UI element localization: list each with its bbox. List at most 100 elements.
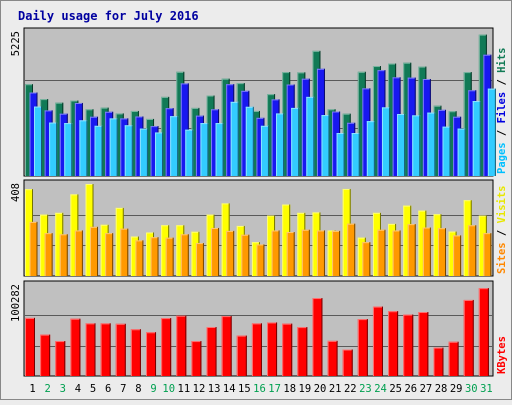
legend-part: Files — [496, 92, 508, 124]
bar-body — [40, 99, 49, 176]
bar-body — [267, 322, 278, 376]
bar-body — [418, 312, 429, 376]
bar-body — [286, 84, 295, 176]
bar-pages-1 — [34, 106, 42, 176]
bar-body — [407, 224, 416, 276]
bar-body — [418, 66, 427, 176]
bar-body — [85, 109, 94, 176]
bar-body — [342, 349, 353, 376]
bar-sites-9 — [150, 237, 159, 276]
bar-pages-31 — [487, 88, 496, 176]
bar-body — [468, 90, 477, 176]
bar-body — [146, 332, 157, 376]
bar-pages-26 — [412, 115, 421, 176]
bar-kbytes-2 — [40, 334, 51, 376]
bar-kbytes-23 — [357, 319, 368, 376]
bar-body — [478, 34, 487, 177]
bar-sites-22 — [347, 223, 356, 276]
bar-body — [427, 112, 436, 176]
bar-kbytes-20 — [312, 298, 323, 376]
bar-body — [230, 101, 239, 176]
bar-body — [120, 118, 129, 176]
bar-kbytes-10 — [161, 318, 172, 376]
bar-body — [191, 231, 200, 276]
bar-sites-6 — [105, 233, 114, 276]
bar-body — [221, 78, 230, 176]
bar-kbytes-9 — [146, 332, 157, 376]
bar-body — [191, 341, 202, 376]
bar-pages-22 — [351, 133, 360, 176]
day-label-19: 19 — [299, 383, 312, 395]
bar-body — [115, 323, 126, 376]
bar-pages-15 — [245, 106, 254, 176]
bar-body — [70, 318, 81, 376]
bar-body — [316, 68, 325, 176]
day-label-13: 13 — [208, 383, 221, 395]
bar-kbytes-7 — [115, 323, 126, 376]
bar-body — [109, 118, 118, 176]
day-label-6: 6 — [105, 383, 111, 395]
bar-body — [241, 234, 250, 276]
bar-pages-20 — [321, 115, 330, 176]
bar-body — [161, 96, 170, 176]
bar-body — [397, 113, 406, 176]
bar-kbytes-24 — [372, 306, 383, 376]
bar-sites-7 — [120, 228, 129, 276]
bar-body — [260, 125, 269, 176]
bar-body — [332, 230, 341, 276]
bar-body — [241, 90, 250, 176]
bar-body — [412, 115, 421, 176]
bar-body — [297, 72, 306, 176]
bar-kbytes-6 — [100, 323, 111, 376]
bar-body — [437, 109, 446, 176]
bar-body — [25, 317, 35, 376]
bar-body — [120, 228, 129, 276]
bar-body — [282, 72, 291, 176]
bar-kbytes-17 — [267, 322, 278, 376]
bar-body — [282, 204, 291, 276]
bar-pages-23 — [366, 121, 375, 176]
bar-body — [115, 113, 124, 176]
bar-body — [388, 311, 399, 376]
bar-sites-24 — [377, 229, 386, 276]
bar-body — [49, 122, 58, 176]
day-label-4: 4 — [75, 383, 81, 395]
bar-body — [74, 230, 83, 276]
bar-pages-2 — [49, 122, 58, 176]
day-label-30: 30 — [465, 383, 478, 395]
bar-kbytes-11 — [176, 315, 187, 376]
legend-part: / — [496, 73, 508, 92]
bar-body — [206, 95, 215, 176]
bar-body — [211, 109, 220, 176]
bar-body — [316, 230, 325, 276]
bar-body — [130, 236, 139, 276]
bar-body — [478, 215, 487, 276]
bar-body — [312, 298, 323, 376]
bar-body — [453, 116, 462, 176]
bar-body — [176, 315, 187, 376]
bar-body — [139, 128, 148, 176]
legend-part: Pages — [496, 142, 508, 174]
bar-pages-14 — [230, 101, 239, 176]
bar-body — [312, 50, 321, 177]
bar-body — [453, 235, 462, 276]
day-label-17: 17 — [268, 383, 281, 395]
series-hits — [25, 34, 487, 177]
day-label-8: 8 — [135, 383, 141, 395]
bar-pages-18 — [291, 107, 300, 176]
day-label-14: 14 — [223, 383, 236, 395]
bar-body — [44, 110, 53, 176]
bar-body — [85, 184, 94, 276]
day-label-1: 1 — [29, 383, 35, 395]
bar-body — [40, 214, 49, 276]
bar-body — [366, 121, 375, 176]
bar-body — [448, 111, 457, 176]
bar-body — [206, 214, 215, 276]
bar-body — [176, 71, 185, 176]
bar-body — [180, 234, 189, 276]
bar-sites-27 — [422, 227, 431, 276]
bar-sites-26 — [407, 224, 416, 276]
day-label-20: 20 — [314, 383, 327, 395]
bar-body — [403, 314, 414, 376]
